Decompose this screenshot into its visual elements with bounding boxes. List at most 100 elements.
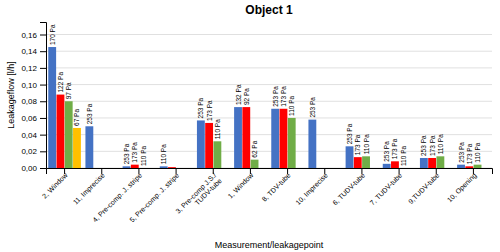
y-tick: 0,10 [21,81,46,90]
chart: 0,000,020,040,060,080,100,120,140,162, W… [0,0,500,252]
x-tick-label: 9,TUDV-tube [407,171,441,205]
bar [308,120,316,168]
y-tick-label: 0,00 [21,164,37,173]
x-axis-line [47,169,493,175]
bar [408,168,416,169]
x-axis: 2, Window11, Imprecise4, Pre-comp. J. st… [41,168,493,224]
bar [123,166,131,168]
bar-series [48,47,465,168]
annotation: 110 Pa [288,95,295,116]
x-tick-label: 6, TUDV-tube [331,171,366,206]
bar [370,168,378,169]
y-tick-label: 0,06 [21,114,37,123]
y-axis-line [40,23,47,169]
bar [457,165,465,168]
annotation: 173 Pa [391,138,398,159]
y-tick: 0,06 [21,114,46,123]
annotation: 97 Pa [65,82,72,99]
annotation: 110 Pa [437,134,444,155]
annotation: 132 Pa [235,84,242,105]
annotation: 253 Pa [272,86,279,107]
x-tick: 5, Pre-comp. J. stripe [128,168,181,224]
x-tick-label: 3, Pre-comp J.S./TUDV-tube [174,171,223,220]
annotation: 110 Pa [140,145,147,166]
y-tick-mark [40,135,46,136]
bar [428,158,436,168]
y-tick: 0,02 [21,147,46,156]
plot: 0,000,020,040,060,080,100,120,140,162, W… [21,23,492,225]
x-tick: 3, Pre-comp J.S./TUDV-tube [174,168,223,220]
bar-series [73,128,81,168]
annotation: 67 Pa [73,109,80,126]
x-tick-label: 10, Imprecise [294,171,329,206]
bar [110,168,118,169]
annotation: 173 Pa [206,100,213,121]
bar [288,118,296,168]
annotation: 253 Pa [458,142,465,163]
annotation: 110 Pa [363,134,370,155]
y-tick-label: 0,16 [21,31,37,40]
y-tick-mark [40,51,46,52]
annotation: 253 Pa [309,97,316,118]
bar [346,146,354,168]
bar [259,168,267,169]
bar [242,107,250,168]
y-tick: 0,16 [21,31,46,40]
bar [474,165,482,168]
y-tick-mark [40,68,46,69]
x-tick: 8, TDV-tube [261,168,292,203]
y-tick-mark [40,168,46,169]
x-tick: 2, Window [41,168,70,200]
annotation: 253 Pa [86,103,93,124]
annotation: 110 Pa [474,142,481,163]
bar [48,47,56,168]
bar [436,156,444,168]
grid-line [46,34,492,35]
bar [271,109,279,168]
annotation: 253 Pa [123,143,130,164]
x-tick: 10, Imprecise [294,168,329,207]
bar [445,168,453,169]
annotation: 110 Pa [160,144,167,165]
bar [354,157,362,168]
x-tick: 10, Opening [446,168,479,204]
annotations: 170 Pa 253 Pa 253 Pa 110 Pa 253 Pa 132 Pa 253 … [49,24,481,166]
bar [57,95,65,168]
bar [251,160,259,168]
grid-line [46,134,492,135]
bar [85,126,93,168]
bar [296,168,304,169]
x-tick-label: 7, TUDV-tube [368,171,403,206]
bar [65,101,73,168]
x-tick-label: 10, Opening [446,171,479,204]
bar [176,168,184,169]
grid [46,35,492,168]
annotation: 110 Pa [214,119,221,140]
bar [147,168,155,169]
bar [131,165,139,168]
x-tick: 6, TUDV-tube [331,168,366,206]
grid-line [46,67,492,68]
y-tick: 0,08 [21,97,46,106]
annotation: 170 Pa [49,24,56,45]
bar [213,141,221,168]
annotation: 253 Pa [420,135,427,156]
y-tick-label: 0,02 [21,147,37,156]
bar [94,168,102,169]
x-axis-title: Measurement/leakagepoint [215,240,324,250]
bar [317,168,325,169]
bar [160,166,168,168]
y-tick-label: 0,14 [21,47,37,56]
bar [168,167,176,168]
y-tick-mark [40,118,46,119]
y-tick-label: 0,10 [21,81,37,90]
annotation: 253 Pa [346,123,353,144]
grid-line [46,51,492,52]
bar [222,168,230,169]
y-axis-title: Leakageflow [l/h] [6,61,16,129]
y-tick-mark [40,85,46,86]
y-axis: 0,000,020,040,060,080,100,120,140,16 [21,23,46,174]
bar [325,168,333,169]
y-tick-mark [40,151,46,152]
bar [102,168,110,169]
